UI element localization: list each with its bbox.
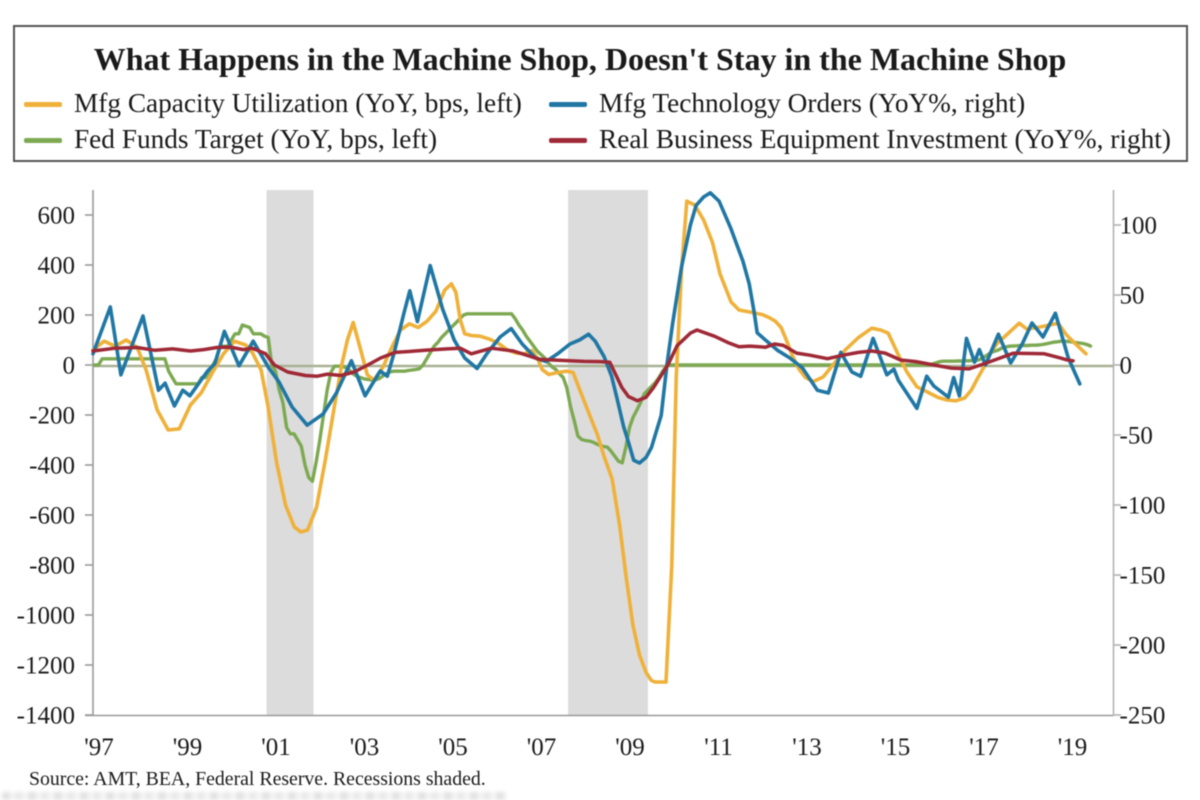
svg-text:-400: -400 xyxy=(29,453,75,480)
svg-text:'03: '03 xyxy=(350,734,380,761)
svg-text:-1000: -1000 xyxy=(17,603,75,630)
svg-text:-1200: -1200 xyxy=(17,653,75,680)
svg-text:-150: -150 xyxy=(1120,563,1166,590)
svg-text:'97: '97 xyxy=(84,734,114,761)
svg-text:-600: -600 xyxy=(29,503,75,530)
svg-text:'11: '11 xyxy=(704,734,733,761)
svg-text:-250: -250 xyxy=(1120,703,1166,730)
svg-text:'09: '09 xyxy=(615,734,645,761)
svg-text:100: 100 xyxy=(1120,213,1158,240)
svg-text:'17: '17 xyxy=(969,734,999,761)
svg-text:600: 600 xyxy=(38,203,76,230)
svg-text:0: 0 xyxy=(1120,353,1133,380)
svg-text:-200: -200 xyxy=(1120,633,1166,660)
svg-text:200: 200 xyxy=(38,303,76,330)
svg-text:'13: '13 xyxy=(792,734,822,761)
svg-text:'01: '01 xyxy=(261,734,291,761)
svg-text:'19: '19 xyxy=(1058,734,1088,761)
svg-text:-50: -50 xyxy=(1120,423,1153,450)
svg-text:-1400: -1400 xyxy=(17,703,75,730)
svg-text:'99: '99 xyxy=(173,734,203,761)
svg-text:'15: '15 xyxy=(881,734,911,761)
svg-text:-800: -800 xyxy=(29,553,75,580)
svg-text:0: 0 xyxy=(63,353,76,380)
svg-text:400: 400 xyxy=(38,253,76,280)
svg-text:'05: '05 xyxy=(438,734,468,761)
svg-text:50: 50 xyxy=(1120,283,1145,310)
svg-text:-100: -100 xyxy=(1120,493,1166,520)
svg-text:'07: '07 xyxy=(527,734,557,761)
svg-text:-200: -200 xyxy=(29,403,75,430)
